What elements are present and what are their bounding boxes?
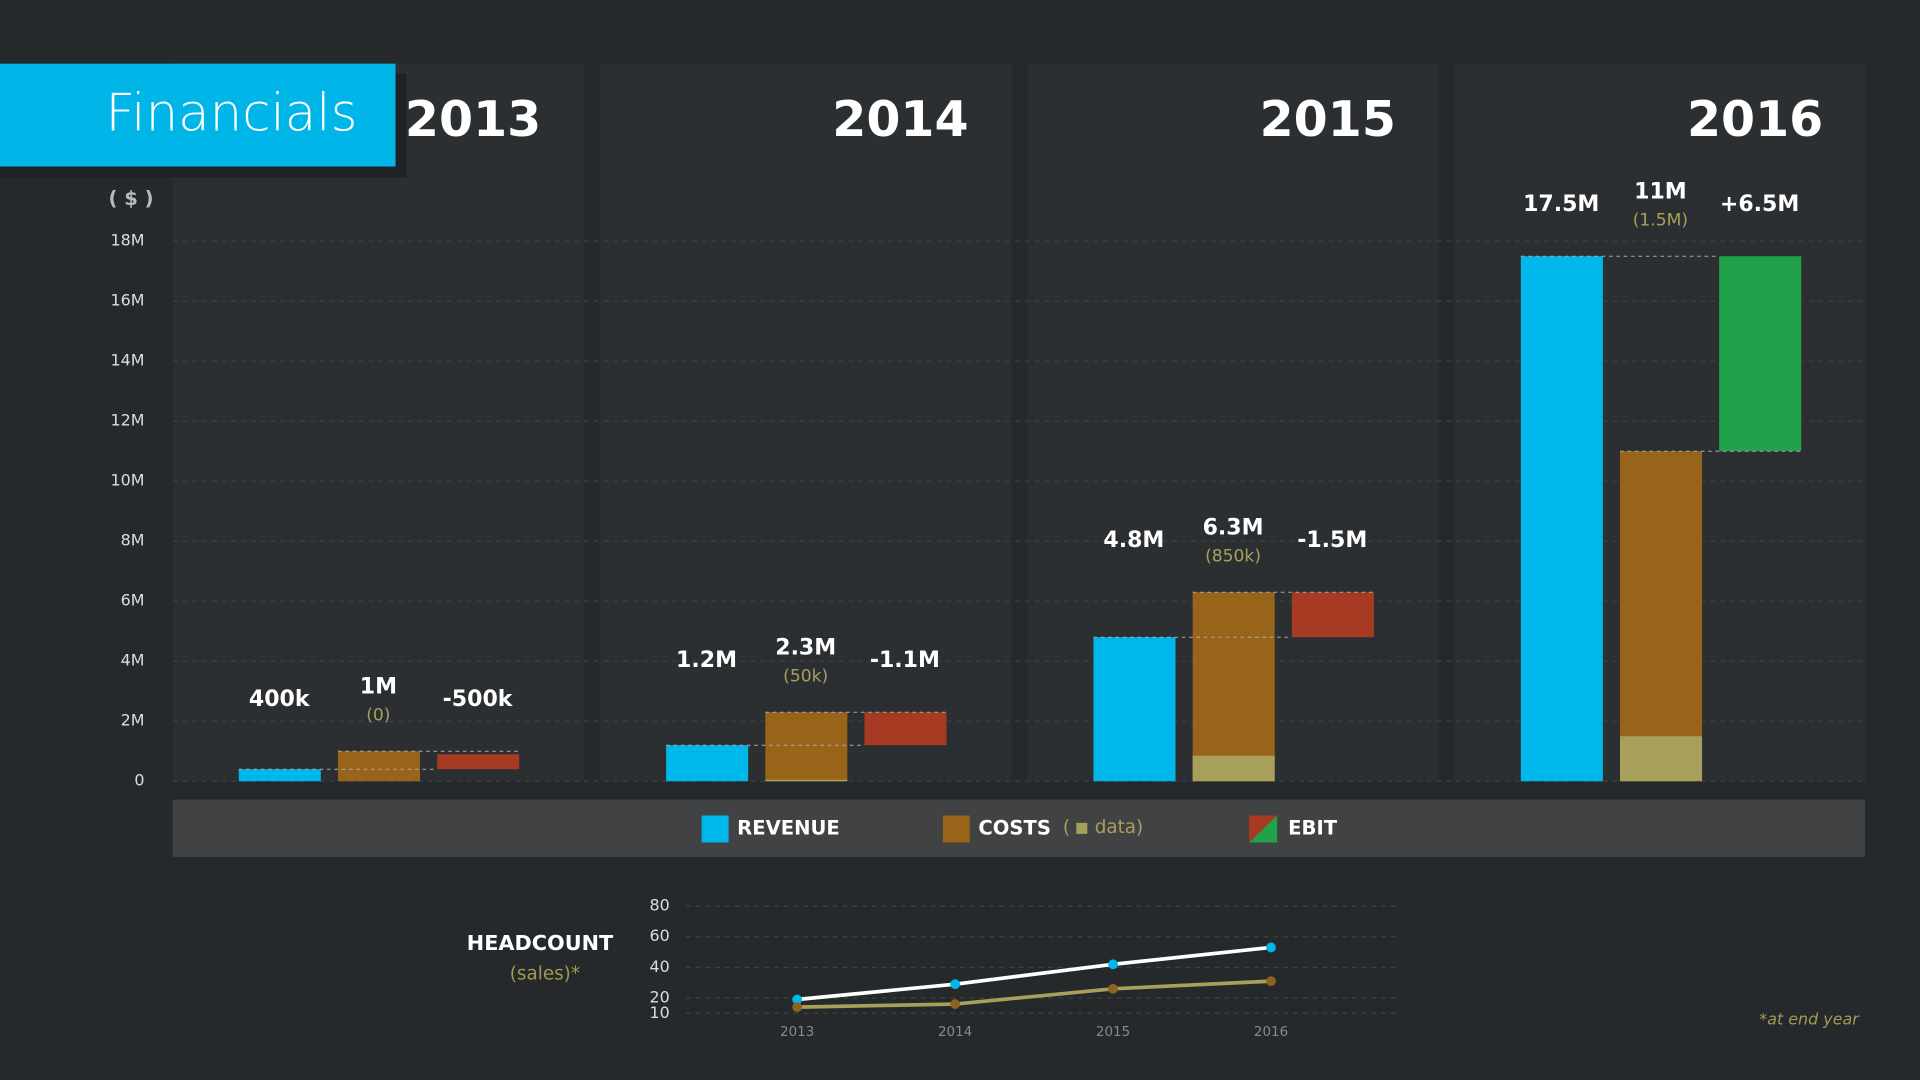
x-tick-label: 2013 xyxy=(780,1025,814,1040)
headcount-line xyxy=(797,979,1272,1009)
y-tick-label: 40 xyxy=(650,957,670,976)
headcount-point xyxy=(1266,942,1276,953)
data-costs-bar xyxy=(1620,736,1703,782)
headcount-point xyxy=(1108,983,1118,994)
revenue-label: 400k xyxy=(249,687,311,712)
legend-band xyxy=(172,799,1865,858)
y-axis-label: ( $ ) xyxy=(108,187,153,210)
y-tick-label: 10 xyxy=(650,1003,670,1022)
year-header: 2013 xyxy=(405,91,541,148)
data-costs-bar xyxy=(765,779,848,782)
data-label: (850k) xyxy=(1205,547,1261,567)
revenue-bar xyxy=(238,769,321,782)
y-tick-label: 16M xyxy=(111,291,145,310)
data-label: (1.5M) xyxy=(1633,211,1688,231)
legend-swatch xyxy=(1076,822,1088,834)
ebit-bar xyxy=(1719,256,1802,452)
revenue-bar xyxy=(1520,256,1603,782)
headcount-point xyxy=(1108,959,1118,970)
year-header: 2014 xyxy=(832,91,968,148)
year-panel xyxy=(600,63,1012,782)
revenue-bar xyxy=(1093,637,1176,782)
costs-label: 11M xyxy=(1634,180,1687,205)
chart-title: Financials xyxy=(105,83,357,143)
y-tick-label: 6M xyxy=(121,591,145,610)
ebit-label: +6.5M xyxy=(1720,192,1799,217)
title-box xyxy=(0,63,396,167)
revenue-label: 17.5M xyxy=(1523,192,1599,217)
costs-bar xyxy=(1192,592,1275,782)
data-label: (50k) xyxy=(783,667,828,687)
y-tick-label: 14M xyxy=(111,351,145,370)
costs-bar xyxy=(1620,451,1703,782)
ebit-bar xyxy=(1291,592,1374,638)
revenue-label: 4.8M xyxy=(1103,528,1164,553)
y-tick-label: 80 xyxy=(650,896,670,915)
ebit-label: -500k xyxy=(443,687,514,712)
revenue-bar xyxy=(666,745,749,782)
y-tick-label: 0 xyxy=(134,771,144,790)
ebit-bar xyxy=(864,712,947,746)
headcount-title: HEADCOUNT xyxy=(467,931,614,955)
x-tick-label: 2015 xyxy=(1096,1025,1130,1040)
legend-bracket: data) xyxy=(1095,817,1144,838)
y-tick-label: 10M xyxy=(111,471,145,490)
year-header: 2016 xyxy=(1687,91,1823,148)
ebit-label: -1.1M xyxy=(870,648,940,673)
y-tick-label: 18M xyxy=(111,231,145,250)
headcount-point xyxy=(792,994,803,1005)
year-header: 2015 xyxy=(1260,91,1396,148)
y-tick-label: 8M xyxy=(121,531,145,550)
legend-label: REVENUE xyxy=(737,816,840,839)
y-tick-label: 12M xyxy=(111,411,145,430)
x-tick-label: 2016 xyxy=(1254,1025,1288,1040)
costs-bar xyxy=(765,712,848,782)
data-costs-bar xyxy=(1192,755,1275,782)
data-label: (0) xyxy=(366,706,390,726)
legend-swatch xyxy=(1248,815,1278,843)
headcount-line xyxy=(796,945,1272,1002)
ebit-label: -1.5M xyxy=(1297,528,1367,553)
headcount-point xyxy=(950,979,960,990)
legend-swatch xyxy=(942,815,970,843)
costs-label: 2.3M xyxy=(775,636,836,661)
x-tick-label: 2014 xyxy=(938,1025,972,1040)
legend-label: EBIT xyxy=(1288,816,1338,839)
costs-label: 1M xyxy=(360,675,397,700)
legend-bracket: ( xyxy=(1063,817,1070,838)
headcount-point xyxy=(792,1002,803,1013)
costs-label: 6.3M xyxy=(1203,516,1264,541)
headcount-point xyxy=(1266,976,1276,987)
y-tick-label: 4M xyxy=(121,651,145,670)
ebit-bar xyxy=(437,754,520,770)
legend-label: COSTS xyxy=(978,816,1051,839)
y-tick-label: 20 xyxy=(650,987,670,1006)
y-tick-label: 2M xyxy=(121,711,145,730)
headcount-point xyxy=(950,999,960,1009)
costs-bar xyxy=(337,751,420,782)
y-tick-label: 60 xyxy=(650,926,670,945)
headcount-subtitle: (sales)* xyxy=(510,964,580,985)
legend-swatch xyxy=(701,815,729,843)
footnote: *at end year xyxy=(1759,1010,1860,1029)
revenue-label: 1.2M xyxy=(676,648,737,673)
